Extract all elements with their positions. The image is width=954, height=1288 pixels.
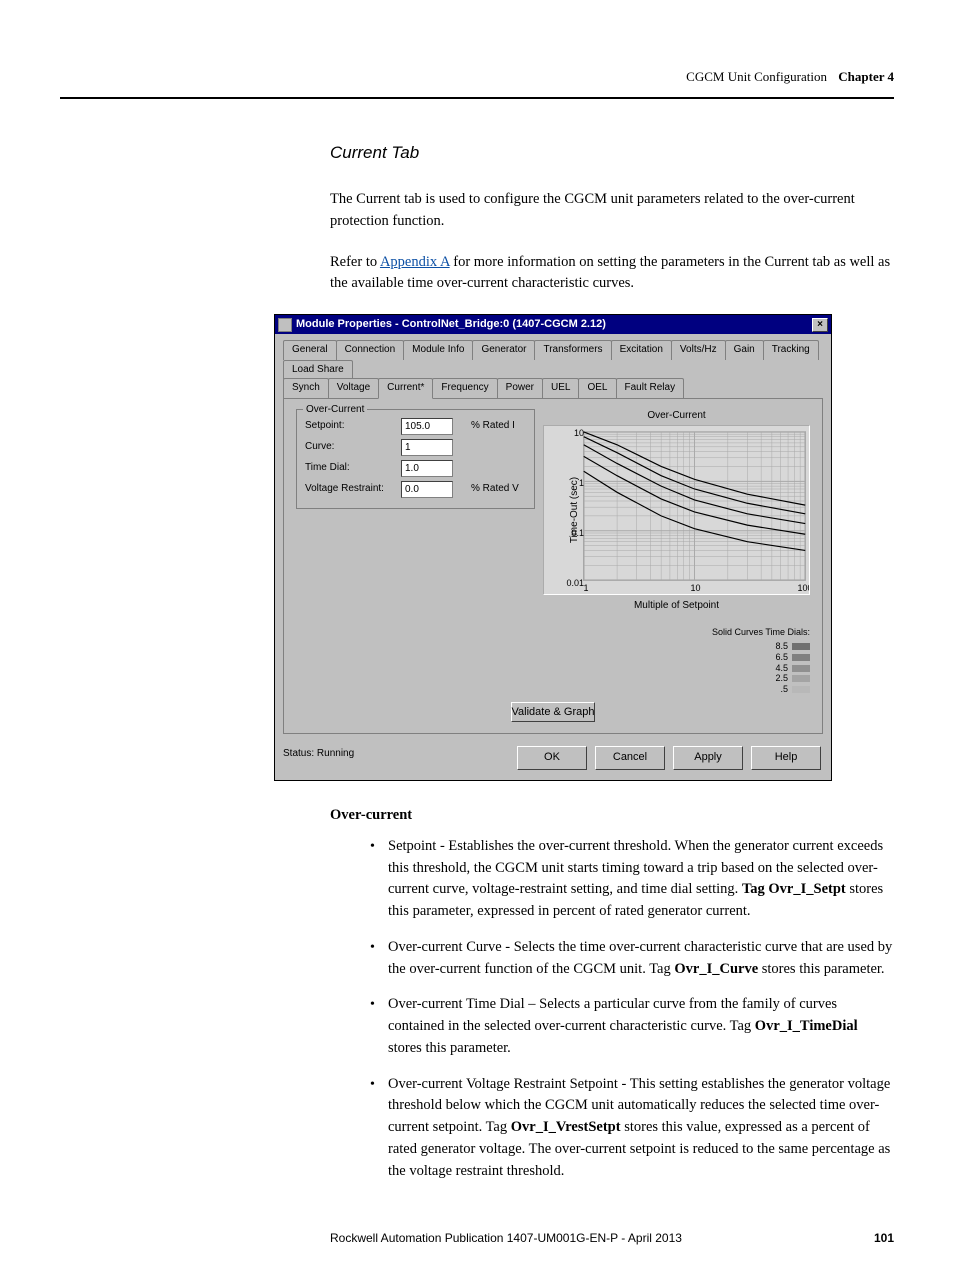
legend-item: 2.5	[543, 673, 810, 684]
tab-current-[interactable]: Current*	[378, 378, 433, 399]
tab-general[interactable]: General	[283, 340, 337, 360]
help-button[interactable]: Help	[751, 746, 821, 770]
status: Status: Running	[283, 747, 354, 762]
chart-xlabel: Multiple of Setpoint	[543, 599, 810, 614]
page-number: 101	[874, 1230, 894, 1247]
tab-excitation[interactable]: Excitation	[611, 340, 672, 360]
tab-generator[interactable]: Generator	[472, 340, 535, 360]
tab-synch[interactable]: Synch	[283, 378, 329, 399]
tab-uel[interactable]: UEL	[542, 378, 579, 399]
tab-fault-relay[interactable]: Fault Relay	[616, 378, 685, 399]
appendix-link[interactable]: Appendix A	[380, 254, 450, 270]
tab-gain[interactable]: Gain	[725, 340, 764, 360]
ok-button[interactable]: OK	[517, 746, 587, 770]
timedial-label: Time Dial:	[305, 461, 395, 476]
module-properties-dialog: Module Properties - ControlNet_Bridge:0 …	[274, 314, 832, 781]
breadcrumb: CGCM Unit Configuration	[686, 69, 827, 84]
apply-button[interactable]: Apply	[673, 746, 743, 770]
close-icon[interactable]: ×	[812, 318, 828, 332]
tab-load-share[interactable]: Load Share	[283, 360, 353, 380]
tab-voltage[interactable]: Voltage	[328, 378, 379, 399]
tab-volts-hz[interactable]: Volts/Hz	[671, 340, 726, 360]
legend-item: 6.5	[543, 652, 810, 663]
legend-item: 8.5	[543, 641, 810, 652]
window-title: Module Properties - ControlNet_Bridge:0 …	[296, 317, 812, 333]
curve-input[interactable]	[401, 439, 453, 456]
list-item: Setpoint - Establishes the over-current …	[370, 836, 894, 923]
vrestr-input[interactable]	[401, 481, 453, 498]
legend-item: 4.5	[543, 663, 810, 674]
setpoint-label: Setpoint:	[305, 419, 395, 434]
chart-title: Over-Current	[543, 409, 810, 424]
list-item: Over-current Time Dial – Selects a parti…	[370, 994, 894, 1059]
bullet-list: Setpoint - Establishes the over-current …	[370, 836, 894, 1183]
dialog-buttons: OK Cancel Apply Help	[515, 746, 823, 770]
setpoint-input[interactable]	[401, 418, 453, 435]
status-value: Running	[317, 748, 354, 759]
titlebar: Module Properties - ControlNet_Bridge:0 …	[275, 315, 831, 335]
validate-graph-button[interactable]: Validate & Graph	[511, 702, 596, 722]
over-current-chart: Time-Out (sec) 1010.10.01 110100	[543, 425, 810, 595]
group-label: Over-Current	[303, 403, 367, 418]
xticks: 110100	[586, 582, 805, 594]
p2-pre: Refer to	[330, 254, 380, 270]
tab-row-2: SynchVoltageCurrent*FrequencyPowerUELOEL…	[283, 378, 823, 399]
status-label: Status:	[283, 748, 314, 759]
tab-oel[interactable]: OEL	[578, 378, 616, 399]
page-footer: Rockwell Automation Publication 1407-UM0…	[330, 1230, 894, 1247]
tab-frequency[interactable]: Frequency	[432, 378, 497, 399]
page-header: CGCM Unit Configuration Chapter 4	[60, 68, 894, 99]
section-title: Current Tab	[330, 141, 894, 166]
tab-tracking[interactable]: Tracking	[763, 340, 819, 360]
system-menu-icon[interactable]	[278, 318, 292, 332]
legend-title: Solid Curves Time Dials:	[543, 626, 810, 639]
chart-legend: Solid Curves Time Dials: 8.56.54.52.5.5	[543, 626, 810, 695]
setpoint-unit: % Rated I	[471, 419, 526, 434]
timedial-input[interactable]	[401, 460, 453, 477]
intro-paragraph-2: Refer to Appendix A for more information…	[330, 252, 894, 294]
list-item: Over-current Voltage Restraint Setpoint …	[370, 1074, 894, 1183]
tab-connection[interactable]: Connection	[336, 340, 405, 360]
publication-line: Rockwell Automation Publication 1407-UM0…	[330, 1230, 682, 1247]
curve-label: Curve:	[305, 440, 395, 455]
legend-item: .5	[543, 684, 810, 695]
over-current-group: Over-Current Setpoint:% Rated ICurve:Tim…	[296, 409, 535, 509]
tab-row-1: GeneralConnectionModule InfoGeneratorTra…	[283, 340, 823, 379]
tab-module-info[interactable]: Module Info	[403, 340, 473, 360]
tab-power[interactable]: Power	[497, 378, 543, 399]
subhead-over-current: Over-current	[330, 805, 894, 826]
list-item: Over-current Curve - Selects the time ov…	[370, 937, 894, 981]
tab-transformers[interactable]: Transformers	[534, 340, 611, 360]
yticks: 1010.10.01	[562, 426, 586, 580]
chapter-label: Chapter 4	[838, 69, 894, 84]
intro-paragraph-1: The Current tab is used to configure the…	[330, 189, 894, 231]
vrestr-label: Voltage Restraint:	[305, 482, 395, 497]
cancel-button[interactable]: Cancel	[595, 746, 665, 770]
vrestr-unit: % Rated V	[471, 482, 526, 497]
current-tab-panel: Over-Current Setpoint: % Rated I Curve: Tim…	[283, 398, 823, 734]
